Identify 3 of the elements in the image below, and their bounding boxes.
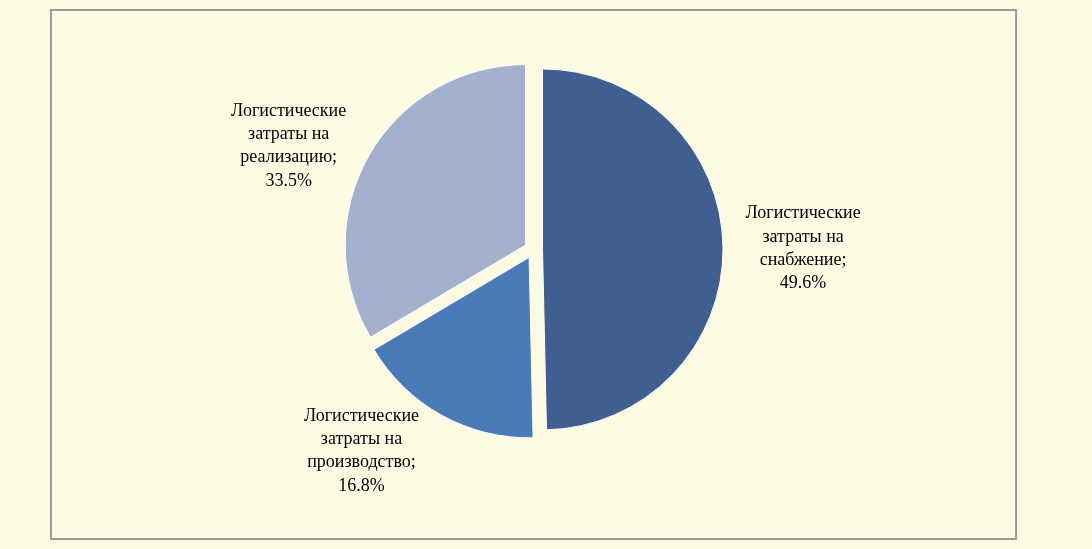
slice-label: Логистические затраты на производство; 16.8% [303,404,420,495]
slice-label: Логистические затраты на снабжение; 49.6% [745,202,861,293]
slice-label: Логистические затраты на реализацию; 33.5% [231,99,347,190]
